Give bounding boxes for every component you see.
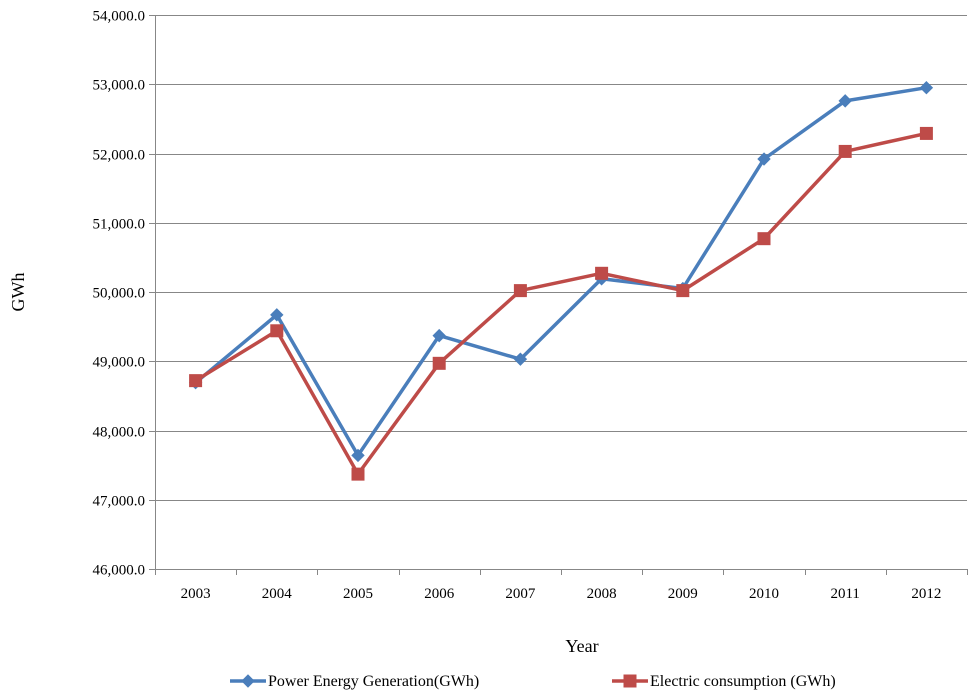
- x-tick-label: 2004: [262, 586, 293, 602]
- axes: [149, 15, 968, 575]
- square-marker: [676, 284, 690, 298]
- y-tick-label: 54,000.0: [93, 9, 146, 25]
- square-marker: [189, 374, 203, 388]
- diamond-marker: [432, 328, 446, 343]
- y-tick-label: 47,000.0: [93, 494, 146, 510]
- x-tick-label: 2010: [749, 586, 779, 602]
- series-generation: [188, 81, 934, 463]
- y-tick-label: 52,000.0: [93, 148, 146, 164]
- y-tick-label: 49,000.0: [93, 355, 146, 371]
- legend-label: Power Energy Generation(GWh): [268, 673, 479, 690]
- diamond-marker: [513, 352, 528, 366]
- square-marker: [513, 284, 527, 298]
- square-marker: [757, 232, 771, 246]
- y-tick-label: 50,000.0: [93, 286, 146, 302]
- x-tick-label: 2011: [830, 586, 859, 602]
- square-marker: [838, 144, 852, 158]
- legend-diamond-marker: [241, 674, 255, 688]
- x-tick-label: 2007: [505, 586, 536, 602]
- x-tick-label: 2003: [181, 586, 211, 602]
- legend-square-marker: [623, 674, 637, 688]
- series-line: [194, 131, 927, 476]
- gridlines: [155, 15, 967, 501]
- diamond-marker: [757, 152, 771, 166]
- square-marker: [919, 126, 933, 140]
- diamond-marker: [838, 94, 852, 108]
- legend-label: Electric consumption (GWh): [650, 673, 836, 690]
- y-tick-label: 51,000.0: [93, 217, 146, 233]
- x-axis-title: Year: [565, 636, 598, 656]
- x-tick-label: 2005: [343, 586, 373, 602]
- legend-item: Power Energy Generation(GWh): [230, 673, 479, 690]
- series: [188, 81, 934, 481]
- square-marker: [432, 356, 446, 370]
- y-tick-label: 48,000.0: [93, 425, 146, 441]
- x-tick-label: 2006: [424, 586, 455, 602]
- x-tick-label: 2008: [587, 586, 617, 602]
- legend: Power Energy Generation(GWh) Electric con…: [230, 673, 836, 690]
- square-marker: [270, 324, 284, 338]
- series-line: [194, 85, 927, 458]
- diamond-marker: [270, 308, 284, 322]
- diamond-marker: [919, 81, 934, 95]
- square-marker: [595, 266, 609, 280]
- x-tick-label: 2012: [911, 586, 941, 602]
- y-axis-title: GWh: [8, 273, 28, 312]
- legend-item: Electric consumption (GWh): [612, 673, 836, 690]
- x-tick-labels: 2003 2004 2005 2006 2007 2008 2009 2010 2011 2012: [181, 586, 942, 602]
- y-tick-labels: 46,000.0 47,000.0 48,000.0 49,000.0 50,000.0…: [93, 9, 146, 579]
- x-tick-label: 2009: [668, 586, 698, 602]
- series-consumption: [189, 126, 933, 481]
- y-tick-label: 46,000.0: [93, 563, 146, 579]
- y-tick-label: 53,000.0: [93, 78, 146, 94]
- square-marker: [351, 467, 365, 481]
- diamond-marker: [351, 448, 365, 463]
